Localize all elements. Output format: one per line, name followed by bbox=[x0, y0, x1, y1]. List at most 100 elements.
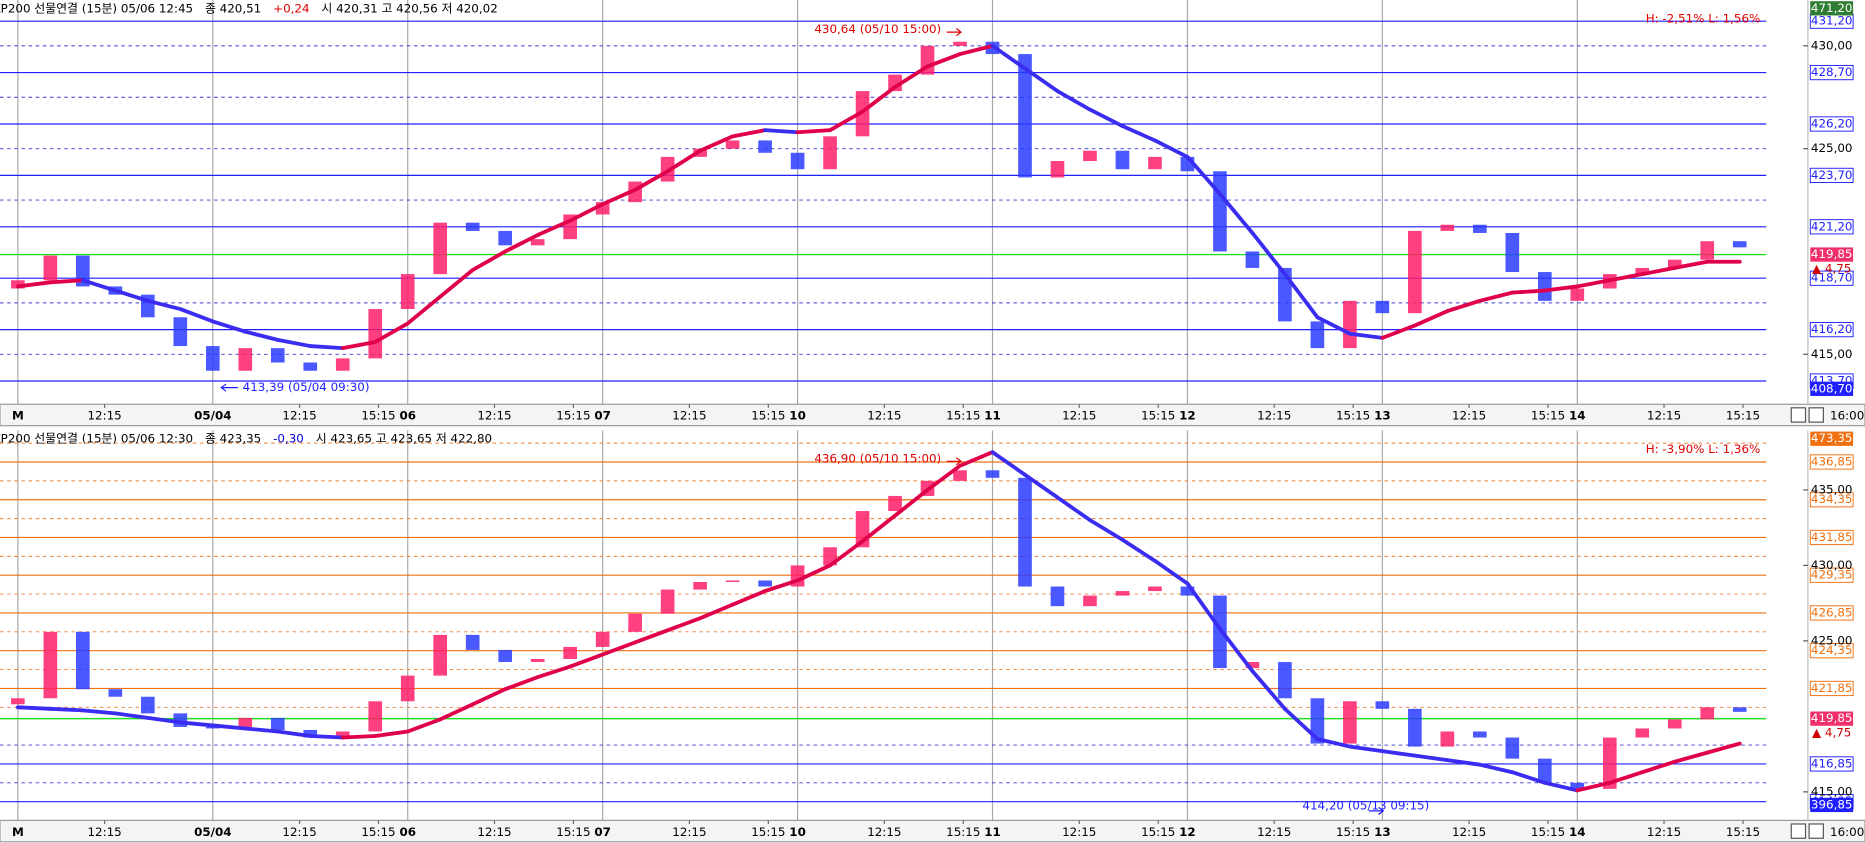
current-change-label: ▲ 4,75 bbox=[1812, 725, 1851, 739]
x-tick-label: 07 bbox=[594, 409, 611, 423]
candle bbox=[368, 701, 383, 732]
header-segment: KP200 선물연결 (15분) 05/06 12:45 bbox=[0, 1, 193, 15]
x-tick-label: 11 bbox=[984, 409, 1001, 423]
candle bbox=[693, 582, 707, 590]
moving-average-segment bbox=[1315, 737, 1352, 749]
panel-header: KP200 선물연결 (15분) 05/06 12:45 종 420,51 +0,2… bbox=[0, 1, 498, 15]
candle bbox=[1180, 586, 1195, 596]
candle bbox=[43, 255, 58, 281]
moving-average-segment bbox=[535, 664, 573, 680]
x-tick-label: 12:15 bbox=[1647, 409, 1681, 423]
moving-average-segment bbox=[1250, 669, 1287, 711]
level-label-box bbox=[1809, 680, 1854, 697]
candle bbox=[1667, 259, 1682, 268]
level-label-box bbox=[1809, 270, 1854, 286]
zoom-button[interactable] bbox=[1790, 823, 1807, 839]
moving-average-segment bbox=[48, 278, 85, 285]
moving-average-segment bbox=[243, 726, 280, 734]
moving-average-segment bbox=[340, 734, 378, 740]
candle bbox=[953, 470, 967, 481]
moving-average-segment bbox=[860, 513, 897, 544]
moving-average-segment bbox=[1120, 124, 1157, 143]
level-label: 436,85 bbox=[1811, 454, 1853, 468]
level-label: 426,20 bbox=[1811, 116, 1853, 130]
search-button[interactable] bbox=[1808, 407, 1824, 423]
zoom-button[interactable] bbox=[1790, 407, 1807, 423]
moving-average-segment bbox=[1607, 272, 1645, 283]
current-change-label: ▲ 4,75 bbox=[1812, 261, 1851, 275]
moving-average-segment bbox=[600, 187, 638, 207]
moving-average-segment bbox=[1055, 89, 1092, 112]
current-price-box bbox=[1810, 711, 1854, 726]
moving-average-segment bbox=[1510, 770, 1547, 785]
x-tick-label: 15:15 bbox=[946, 409, 980, 423]
moving-average-segment bbox=[1477, 290, 1515, 303]
search-button[interactable] bbox=[1808, 823, 1824, 839]
candle bbox=[1667, 719, 1682, 729]
high-annotation: 430,64 (05/10 15:00) bbox=[814, 22, 941, 36]
candle bbox=[1245, 662, 1260, 669]
candle bbox=[1310, 321, 1325, 349]
x-tick-label: 12:15 bbox=[282, 825, 316, 839]
header-segment: 시 423,65 고 423,65 저 422,80 bbox=[316, 431, 492, 445]
moving-average-segment bbox=[1218, 192, 1255, 235]
edge-label-box bbox=[1810, 797, 1854, 813]
moving-average-segment bbox=[1607, 770, 1645, 785]
x-tick-label: 15:15 bbox=[1531, 409, 1565, 423]
level-label: 416,20 bbox=[1811, 322, 1853, 336]
level-label: 429,35 bbox=[1811, 568, 1853, 582]
axis-end-label: 16:00 bbox=[1830, 409, 1864, 423]
moving-average-segment bbox=[1023, 66, 1060, 93]
moving-average-segment bbox=[698, 602, 735, 621]
x-axis-bar bbox=[0, 819, 1865, 843]
candle bbox=[1602, 737, 1617, 789]
candle bbox=[238, 717, 253, 729]
candle bbox=[1440, 731, 1455, 747]
x-tick-label: 12:15 bbox=[867, 825, 901, 839]
candle bbox=[205, 346, 220, 371]
moving-average-segment bbox=[535, 218, 573, 237]
high-annotation: 436,90 (05/10 15:00) bbox=[814, 451, 941, 465]
axis-end-label: 16:00 bbox=[1830, 825, 1864, 839]
candle bbox=[1375, 701, 1390, 709]
current-price-label: 419,85 bbox=[1811, 711, 1853, 725]
candle bbox=[628, 613, 642, 632]
moving-average-segment bbox=[15, 705, 53, 711]
candle bbox=[140, 696, 155, 714]
moving-average-segment bbox=[308, 734, 345, 740]
moving-average-segment bbox=[1640, 759, 1677, 775]
candle bbox=[1148, 586, 1162, 592]
candle bbox=[1018, 54, 1032, 178]
y-tick-label: 425,00 bbox=[1811, 141, 1853, 155]
candle bbox=[1343, 701, 1357, 744]
candle bbox=[368, 309, 383, 359]
candle bbox=[985, 470, 1000, 478]
low-arrow bbox=[1369, 806, 1385, 815]
moving-average-segment bbox=[1315, 315, 1352, 336]
low-annotation: 413,39 (05/04 09:30) bbox=[243, 380, 370, 394]
level-label-box bbox=[1809, 116, 1854, 132]
level-label: 426,85 bbox=[1811, 605, 1853, 619]
range-annotation: H: -3,90% L: 1,36% bbox=[1646, 442, 1761, 456]
moving-average-segment bbox=[340, 340, 378, 351]
x-tick-label: 15:15 bbox=[361, 409, 395, 423]
candle bbox=[595, 631, 610, 647]
edge-label: 471,20 bbox=[1811, 1, 1853, 15]
moving-average-segment bbox=[1672, 259, 1710, 270]
moving-average-segment bbox=[210, 723, 248, 731]
candle bbox=[823, 136, 837, 170]
moving-average-segment bbox=[1380, 323, 1417, 340]
candle bbox=[1700, 241, 1715, 260]
header-segment: 시 420,31 고 420,56 저 420,02 bbox=[321, 1, 497, 15]
candle bbox=[400, 675, 415, 702]
low-arrow bbox=[220, 383, 238, 392]
moving-average-segment bbox=[15, 280, 53, 289]
moving-average-segment bbox=[665, 148, 703, 174]
moving-average-segment bbox=[1088, 518, 1125, 542]
x-tick-label: 15:15 bbox=[1726, 825, 1760, 839]
low-annotation: 414,20 (05/13 09:15) bbox=[1302, 799, 1429, 813]
level-label-box bbox=[1809, 756, 1854, 772]
x-tick-label: M bbox=[12, 409, 24, 423]
moving-average-segment bbox=[1412, 753, 1450, 763]
